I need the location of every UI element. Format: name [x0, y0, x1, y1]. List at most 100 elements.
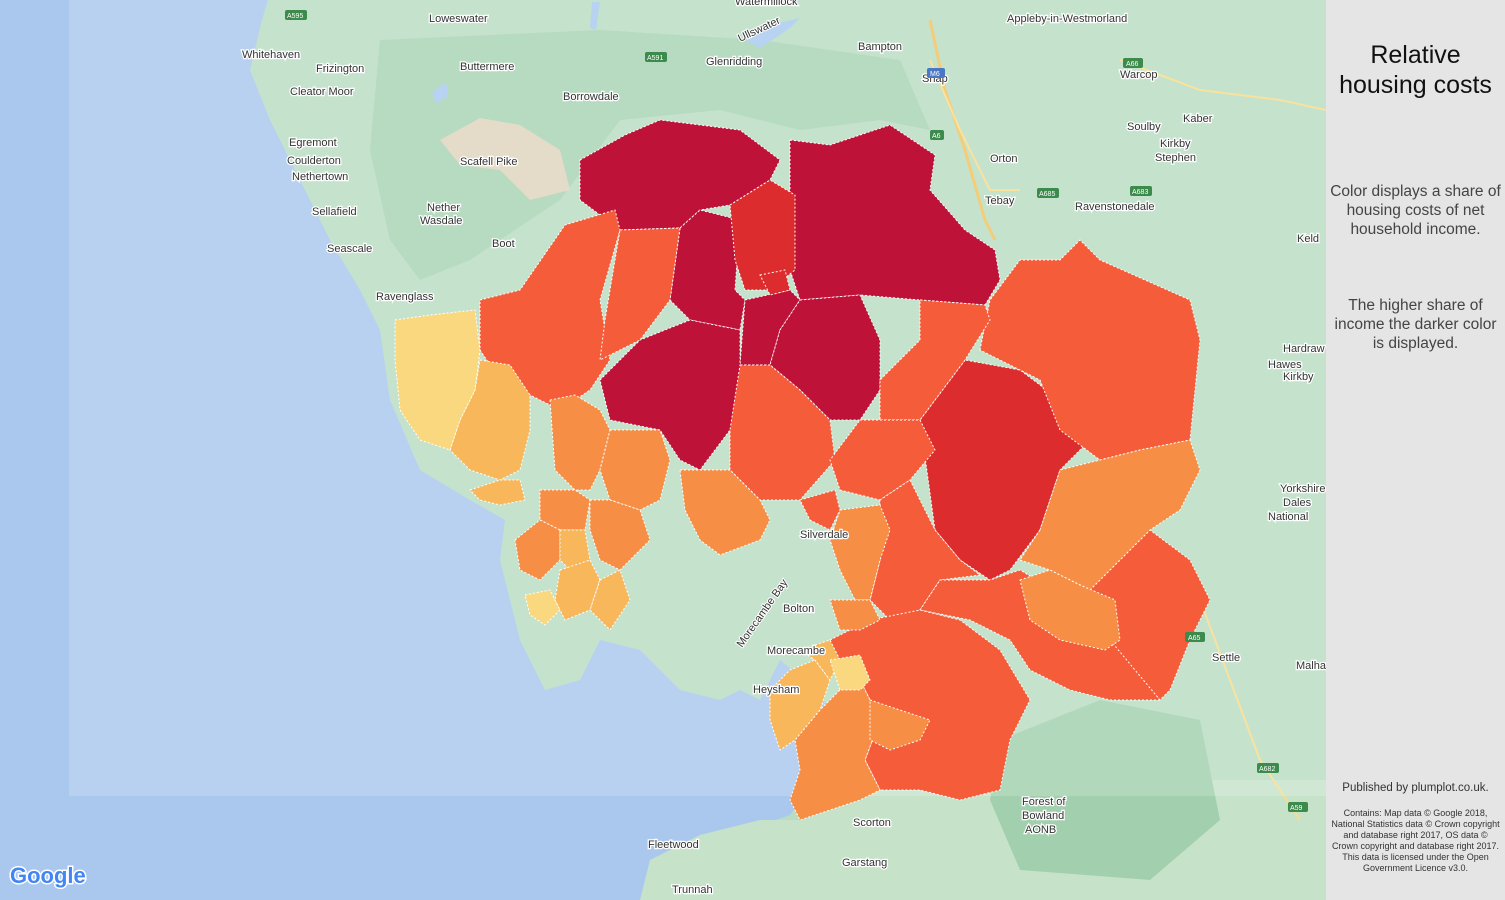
area-region[interactable]: [869, 699, 931, 751]
legend-description-1: Color displays a share of housing costs …: [1330, 183, 1501, 238]
place-label: AONB: [1025, 824, 1056, 836]
place-label: Orton: [990, 153, 1018, 165]
place-label: Settle: [1212, 652, 1240, 664]
place-label: Bowland: [1022, 810, 1064, 822]
place-label: Glenridding: [706, 56, 762, 68]
place-label: Silverdale: [800, 529, 848, 541]
lake-loweswater: [590, 2, 600, 30]
place-label: Morecambe: [767, 645, 825, 657]
area-region[interactable]: [539, 489, 591, 531]
peaks: [440, 118, 570, 200]
place-label: Boot: [492, 238, 515, 250]
area-region[interactable]: [769, 294, 881, 421]
place-label: Hawes: [1268, 359, 1302, 371]
place-label: Scorton: [853, 817, 891, 829]
area-region[interactable]: [829, 654, 871, 691]
place-label: Coulderton: [287, 155, 341, 167]
area-region[interactable]: [759, 269, 791, 296]
area-region[interactable]: [589, 499, 651, 571]
place-label: Nethertown: [292, 171, 348, 183]
legend-title: Relative housing costs: [1326, 40, 1505, 100]
legend-description: Color displays a share of housing costs …: [1330, 163, 1501, 372]
lake-buttermere: [432, 82, 448, 104]
place-label: Frizington: [316, 63, 364, 75]
place-label: Bolton: [783, 603, 814, 615]
area-region[interactable]: [799, 489, 841, 531]
legend-panel: Relative housing costs Color displays a …: [1326, 0, 1505, 900]
area-region[interactable]: [829, 609, 1031, 801]
place-label: Bampton: [858, 41, 902, 53]
place-label: Soulby: [1127, 121, 1161, 133]
area-region[interactable]: [789, 679, 881, 821]
road-label: M6: [930, 71, 940, 78]
road-shield: [1288, 802, 1308, 812]
road-label: A591: [647, 55, 663, 62]
road-shield: [1130, 186, 1152, 196]
place-label: Malham: [1296, 660, 1326, 672]
area-region[interactable]: [1019, 569, 1121, 651]
place-label: Ravenstonedale: [1075, 201, 1155, 213]
place-label: Stephen: [1155, 152, 1196, 164]
road-shield: [927, 68, 945, 78]
area-region[interactable]: [469, 479, 526, 506]
place-labels: Watermillock Appleby-in-Westmorland Lowesw…: [241, 0, 1326, 897]
place-label: Egremont: [289, 137, 337, 149]
road-label: A595: [287, 13, 303, 20]
area-region[interactable]: [789, 124, 1001, 306]
place-label: Yorkshire: [1280, 483, 1325, 495]
place-label: Garstang: [842, 857, 887, 869]
place-label: Seascale: [327, 243, 372, 255]
area-region[interactable]: [599, 227, 681, 361]
a65-road: [1199, 599, 1301, 821]
area-region[interactable]: [599, 429, 671, 511]
choropleth-areas: [394, 119, 1211, 821]
place-label: Cleator Moor: [290, 86, 354, 98]
area-region[interactable]: [979, 239, 1201, 461]
bowland: [990, 700, 1220, 880]
area-region[interactable]: [729, 364, 836, 501]
area-region[interactable]: [729, 179, 796, 291]
m6-road: [928, 19, 997, 241]
place-label: Dales: [1283, 497, 1312, 509]
place-label: Whitehaven: [242, 49, 300, 61]
place-label: Kirkby: [1160, 138, 1191, 150]
lake-ullswater: [745, 18, 800, 48]
road-shield: [930, 130, 944, 140]
place-label: Heysham: [753, 684, 799, 696]
place-label: Warcop: [1120, 69, 1158, 81]
road-label: A685: [1039, 191, 1055, 198]
place-label: Tebay: [985, 195, 1015, 207]
legend-title-text: Relative housing costs: [1339, 41, 1492, 99]
place-label: Buttermere: [460, 61, 514, 73]
place-label: Forest of: [1022, 796, 1066, 808]
area-region[interactable]: [394, 309, 481, 451]
place-label: Hardraw: [1283, 343, 1325, 355]
road-shield: [1037, 188, 1059, 198]
area-region[interactable]: [579, 119, 781, 231]
place-label: Kaber: [1183, 113, 1213, 125]
road-shield: [1123, 58, 1143, 68]
a66-road: [1119, 59, 1326, 111]
area-region[interactable]: [769, 659, 831, 751]
area-region[interactable]: [1019, 439, 1201, 591]
road-label: A65: [1188, 635, 1201, 642]
road-shield: [1257, 763, 1279, 773]
road-shield: [645, 52, 667, 62]
area-region[interactable]: [879, 299, 991, 421]
choropleth-map[interactable]: Watermillock Appleby-in-Westmorland Lowesw…: [0, 0, 1326, 900]
google-logo: Google: [9, 862, 88, 890]
road-shield: [285, 10, 307, 20]
road-shield: [1185, 632, 1205, 642]
place-label: Fleetwood: [648, 839, 699, 851]
place-label: Watermillock: [735, 0, 798, 8]
area-region[interactable]: [679, 469, 771, 556]
area-region[interactable]: [829, 599, 881, 631]
published-by[interactable]: Published by plumplot.co.uk.: [1342, 782, 1489, 794]
area-region[interactable]: [559, 529, 591, 571]
area-region[interactable]: [549, 394, 611, 491]
place-label: Ravenglass: [376, 291, 434, 303]
area-region[interactable]: [524, 589, 561, 626]
road-label: A682: [1259, 766, 1275, 773]
area-region[interactable]: [589, 569, 631, 631]
place-label: Trunnah: [672, 884, 713, 896]
